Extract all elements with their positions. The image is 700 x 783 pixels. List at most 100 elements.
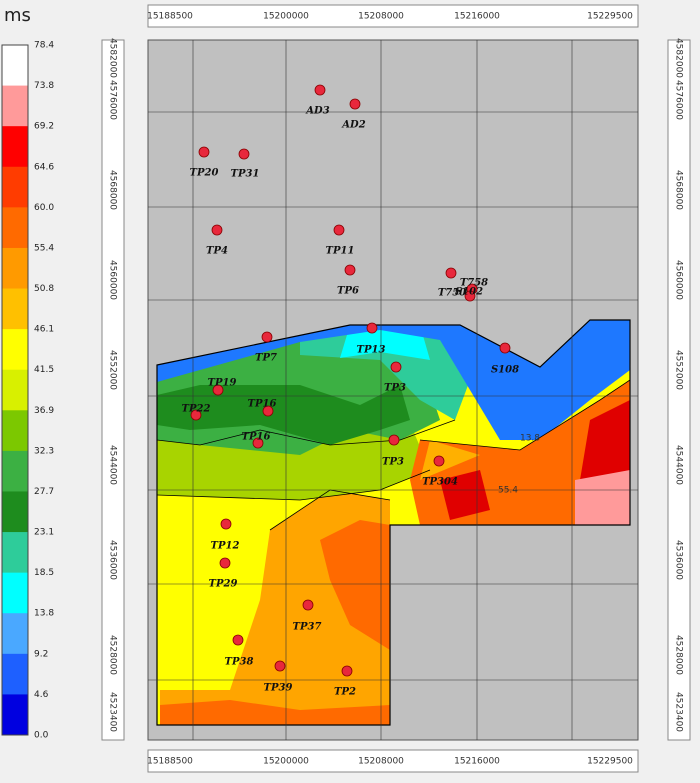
- colorbar-label: 50.8: [34, 284, 54, 294]
- x-tick-label: 15200000: [263, 12, 309, 22]
- contour-label: 55.4: [498, 486, 518, 496]
- colorbar-band: [2, 126, 28, 168]
- well-marker: [252, 437, 264, 449]
- x-tick-label: 15229500: [587, 12, 633, 22]
- well-marker: [262, 405, 274, 417]
- y-tick-label: 4528000: [108, 635, 118, 675]
- colorbar-band: [2, 491, 28, 533]
- well-marker: [198, 146, 210, 158]
- colorbar-label: 69.2: [34, 122, 54, 132]
- well-label: S102: [455, 287, 483, 298]
- well-label: TP39: [264, 683, 293, 694]
- colorbar-band: [2, 410, 28, 452]
- colorbar-label: 46.1: [34, 325, 54, 335]
- colorbar-label: 78.4: [34, 41, 54, 51]
- well-label: TP38: [225, 657, 254, 668]
- y-tick-label: 4582000: [674, 38, 684, 78]
- well-label: TP3: [384, 383, 406, 394]
- y-tick-label: 4568000: [108, 170, 118, 210]
- y-tick-label: 4576000: [674, 80, 684, 120]
- well-label: AD3: [305, 106, 329, 117]
- axis-strip: [101, 39, 125, 741]
- well-marker: [499, 342, 511, 354]
- colorbar-band: [2, 450, 28, 492]
- well-label: TP6: [337, 286, 359, 297]
- y-tick-label: 4536000: [108, 540, 118, 580]
- colorbar-label: 41.5: [34, 365, 54, 375]
- x-tick-label: 15208000: [358, 12, 404, 22]
- x-tick-label: 15208000: [358, 757, 404, 767]
- well-marker: [314, 84, 326, 96]
- colorbar-band: [2, 45, 28, 87]
- well-marker: [212, 384, 224, 396]
- contour-line: [419, 379, 630, 451]
- colorbar-label: 4.6: [34, 690, 49, 700]
- well-label: T758: [460, 278, 488, 289]
- colorbar-band: [2, 85, 28, 127]
- well-marker: [341, 665, 353, 677]
- well-marker: [464, 290, 476, 302]
- well-marker: [344, 264, 356, 276]
- contour-fill: [320, 520, 390, 650]
- colorbar-band: [2, 532, 28, 574]
- axis-strip: [147, 749, 639, 773]
- well-marker: [333, 224, 345, 236]
- colorbar-band: [2, 329, 28, 371]
- x-tick-label: 15188500: [147, 12, 193, 22]
- well-marker: [366, 322, 378, 334]
- colorbar-label: 27.7: [34, 487, 54, 497]
- contour-map: [157, 320, 630, 725]
- well-marker: [220, 518, 232, 530]
- y-tick-label: 4552000: [674, 350, 684, 390]
- contour-fill: [157, 320, 630, 440]
- well-marker: [238, 148, 250, 160]
- colorbar-label: 73.8: [34, 81, 54, 91]
- y-tick-label: 4576000: [108, 80, 118, 120]
- colorbar-label: 36.9: [34, 406, 54, 416]
- well-label: TP20: [190, 168, 219, 179]
- colorbar-label: 55.4: [34, 243, 54, 253]
- well-label: TP3: [382, 457, 404, 468]
- well-label: TP7: [255, 353, 277, 364]
- well-marker: [349, 98, 361, 110]
- y-tick-label: 4544000: [674, 445, 684, 485]
- colorbar-label: 64.6: [34, 162, 54, 172]
- y-tick-label: 4568000: [674, 170, 684, 210]
- colorbar-band: [2, 247, 28, 290]
- x-tick-label: 15229500: [587, 757, 633, 767]
- axis-strip: [147, 4, 639, 28]
- well-label: TP13: [357, 345, 386, 356]
- well-marker: [390, 361, 402, 373]
- colorbar-label: 60.0: [34, 203, 54, 213]
- y-tick-label: 4552000: [108, 350, 118, 390]
- x-tick-label: 15216000: [454, 12, 500, 22]
- well-marker: [190, 409, 202, 421]
- colorbar-label: 18.5: [34, 568, 54, 578]
- well-label: TP16: [248, 399, 277, 410]
- colorbar-band: [2, 694, 28, 736]
- colorbar-band: [2, 207, 28, 249]
- well-label: TP19: [208, 378, 237, 389]
- contour-fill: [157, 385, 410, 445]
- colorbar-band: [2, 572, 28, 614]
- well-marker: [232, 634, 244, 646]
- well-marker: [261, 331, 273, 343]
- y-tick-label: 4544000: [108, 445, 118, 485]
- well-label: TP11: [326, 246, 355, 257]
- colorbar-band: [2, 166, 28, 208]
- well-marker: [274, 660, 286, 672]
- y-tick-label: 4560000: [108, 260, 118, 300]
- well-label: TP4: [206, 246, 228, 257]
- well-label: TP16: [242, 432, 271, 443]
- well-marker: [219, 557, 231, 569]
- well-marker: [388, 434, 400, 446]
- well-label: TP31: [231, 169, 260, 180]
- y-tick-label: 4582000: [108, 38, 118, 78]
- colorbar-band: [2, 613, 28, 655]
- well-label: TP29: [209, 579, 238, 590]
- colorbar-label: 32.3: [34, 446, 54, 456]
- y-tick-label: 4560000: [674, 260, 684, 300]
